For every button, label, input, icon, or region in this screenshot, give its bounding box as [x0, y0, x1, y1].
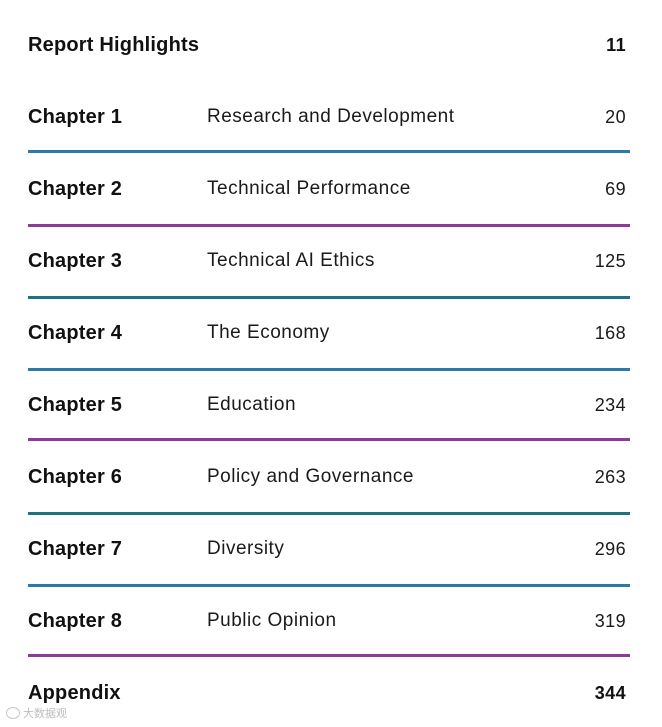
watermark-logo-icon [6, 707, 20, 719]
divider-rule [28, 296, 630, 299]
chapter-label: Chapter 2 [28, 177, 123, 200]
toc-row-highlights[interactable]: Report Highlights 11 [28, 30, 630, 60]
watermark-text: 大数据观 [23, 707, 67, 720]
toc-appendix-page: 344 [594, 682, 626, 703]
toc-row-chapter-5[interactable]: Chapter 5 Education 234 [28, 390, 630, 420]
chapter-title: Policy and Governance [207, 466, 414, 487]
toc-highlights-page: 11 [606, 34, 626, 55]
chapter-title: Public Opinion [207, 610, 337, 631]
divider-rule [28, 584, 630, 587]
chapter-page: 263 [594, 466, 626, 487]
chapter-page: 125 [594, 250, 626, 271]
watermark: 大数据观 [6, 705, 67, 721]
divider-rule [28, 654, 630, 657]
toc-row-chapter-1[interactable]: Chapter 1 Research and Development 20 [28, 102, 630, 132]
toc-row-chapter-7[interactable]: Chapter 7 Diversity 296 [28, 534, 630, 564]
chapter-label: Chapter 8 [28, 609, 123, 632]
toc-row-appendix[interactable]: Appendix 344 [28, 678, 630, 708]
toc-row-chapter-2[interactable]: Chapter 2 Technical Performance 69 [28, 174, 630, 204]
chapter-title: Education [207, 394, 297, 415]
chapter-label: Chapter 6 [28, 465, 123, 488]
chapter-title: Research and Development [207, 106, 455, 127]
chapter-label: Chapter 3 [28, 249, 123, 272]
divider-rule [28, 512, 630, 515]
chapter-page: 296 [594, 538, 626, 559]
divider-rule [28, 224, 630, 227]
toc-row-chapter-3[interactable]: Chapter 3 Technical AI Ethics 125 [28, 246, 630, 276]
chapter-page: 69 [605, 178, 626, 199]
toc-row-chapter-6[interactable]: Chapter 6 Policy and Governance 263 [28, 462, 630, 492]
toc-highlights-label: Report Highlights [28, 33, 200, 56]
chapter-label: Chapter 7 [28, 537, 123, 560]
chapter-label: Chapter 5 [28, 393, 123, 416]
divider-rule [28, 150, 630, 153]
chapter-page: 234 [594, 394, 626, 415]
chapter-title: Diversity [207, 538, 285, 559]
chapter-title: The Economy [207, 322, 330, 343]
toc-row-chapter-8[interactable]: Chapter 8 Public Opinion 319 [28, 606, 630, 636]
chapter-label: Chapter 1 [28, 105, 123, 128]
chapter-title: Technical AI Ethics [207, 250, 375, 271]
chapter-page: 319 [594, 610, 626, 631]
divider-rule [28, 368, 630, 371]
chapter-label: Chapter 4 [28, 321, 123, 344]
chapter-page: 20 [605, 106, 626, 127]
toc-row-chapter-4[interactable]: Chapter 4 The Economy 168 [28, 318, 630, 348]
chapter-title: Technical Performance [207, 178, 411, 199]
toc-appendix-label: Appendix [28, 681, 121, 704]
divider-rule [28, 438, 630, 441]
chapter-page: 168 [594, 322, 626, 343]
